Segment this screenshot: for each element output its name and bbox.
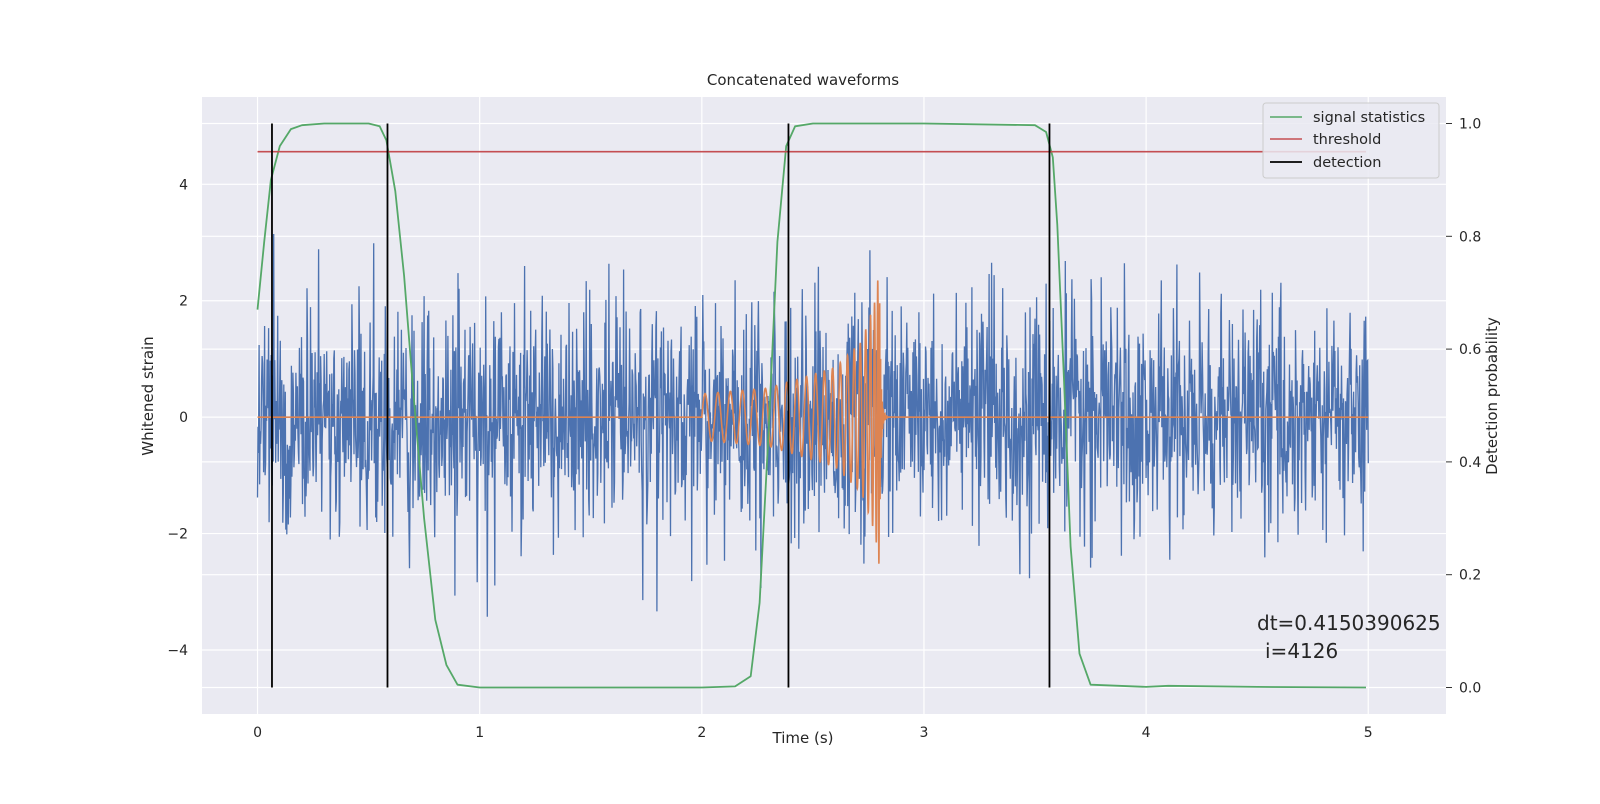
x-tick-label: 5 bbox=[1364, 725, 1373, 741]
x-tick-label: 3 bbox=[920, 725, 929, 741]
legend-box bbox=[1262, 102, 1440, 179]
legend: signal statistics threshold detection bbox=[1262, 102, 1440, 179]
legend-label-signal-statistics: signal statistics bbox=[1313, 110, 1425, 126]
y-right-tick-label: 0.6 bbox=[1459, 342, 1481, 358]
chart-title: Concatenated waveforms bbox=[707, 71, 899, 89]
y-left-tick-label: 4 bbox=[179, 177, 188, 193]
y-left-tick-label: −4 bbox=[167, 643, 188, 659]
axes: 0 1 2 3 4 5 4 2 0 −2 −4 1.0 0.8 0.6 0.4 0.2 0.0 bbox=[167, 117, 1481, 741]
y-right-tick-label: 0.4 bbox=[1459, 455, 1481, 471]
y-right-tick-label: 0.8 bbox=[1459, 229, 1481, 245]
y-left-tick-label: 2 bbox=[179, 294, 188, 310]
x-tick-label: 1 bbox=[475, 725, 484, 741]
y-left-tick-label: −2 bbox=[167, 527, 188, 543]
y-right-tick-label: 0.2 bbox=[1459, 568, 1481, 584]
signal-statistics-line bbox=[256, 122, 1367, 689]
annotation-index: i=4126 bbox=[1265, 639, 1338, 663]
whitened-strain-series bbox=[256, 233, 1369, 617]
x-axis-label: Time (s) bbox=[772, 729, 834, 747]
x-tick-label: 0 bbox=[253, 725, 262, 741]
x-tick-label: 4 bbox=[1142, 725, 1151, 741]
x-tick-label: 2 bbox=[697, 725, 706, 741]
y-axis-left-label: Whitened strain bbox=[139, 336, 157, 455]
y-axis-right-label: Detection probability bbox=[1483, 317, 1501, 475]
y-right-tick-label: 0.0 bbox=[1459, 680, 1481, 696]
strain-trace bbox=[256, 233, 1369, 617]
annotation-dt: dt=0.4150390625 bbox=[1257, 611, 1441, 635]
template-trace bbox=[257, 280, 1369, 564]
legend-label-detection: detection bbox=[1313, 155, 1381, 171]
signal-statistics-series bbox=[256, 122, 1367, 689]
legend-label-threshold: threshold bbox=[1313, 132, 1381, 148]
detection-lines bbox=[271, 123, 1051, 688]
y-left-tick-label: 0 bbox=[179, 410, 188, 426]
y-right-tick-label: 1.0 bbox=[1459, 117, 1481, 133]
template-chirp-series bbox=[257, 280, 1369, 564]
